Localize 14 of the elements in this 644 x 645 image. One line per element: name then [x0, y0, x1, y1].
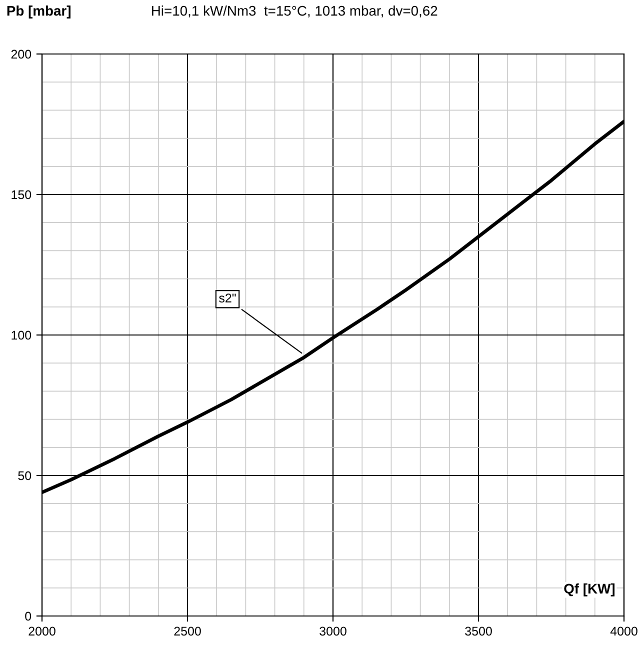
- x-tick-label: 2000: [28, 626, 56, 636]
- annotation: s2": [219, 294, 236, 302]
- x-tick-label: 3500: [465, 626, 492, 636]
- x-tick-label: 4000: [610, 626, 638, 636]
- y-axis-title: Pb [mbar]: [7, 6, 70, 18]
- y-tick-label: 150: [12, 190, 32, 200]
- chart-title: Hi=10,1 kW/Nm3 t=15°C, 1013 mbar, dv=0,62: [152, 6, 438, 18]
- x-axis-title: Qf [KW]: [564, 583, 614, 596]
- y-tick-label: 50: [18, 471, 32, 480]
- x-tick-label: 3000: [320, 626, 346, 636]
- y-tick-label: 200: [11, 50, 32, 59]
- x-tick-label: 2500: [174, 626, 201, 636]
- y-tick-label: 100: [12, 330, 32, 340]
- y-tick-label: 0: [25, 612, 32, 621]
